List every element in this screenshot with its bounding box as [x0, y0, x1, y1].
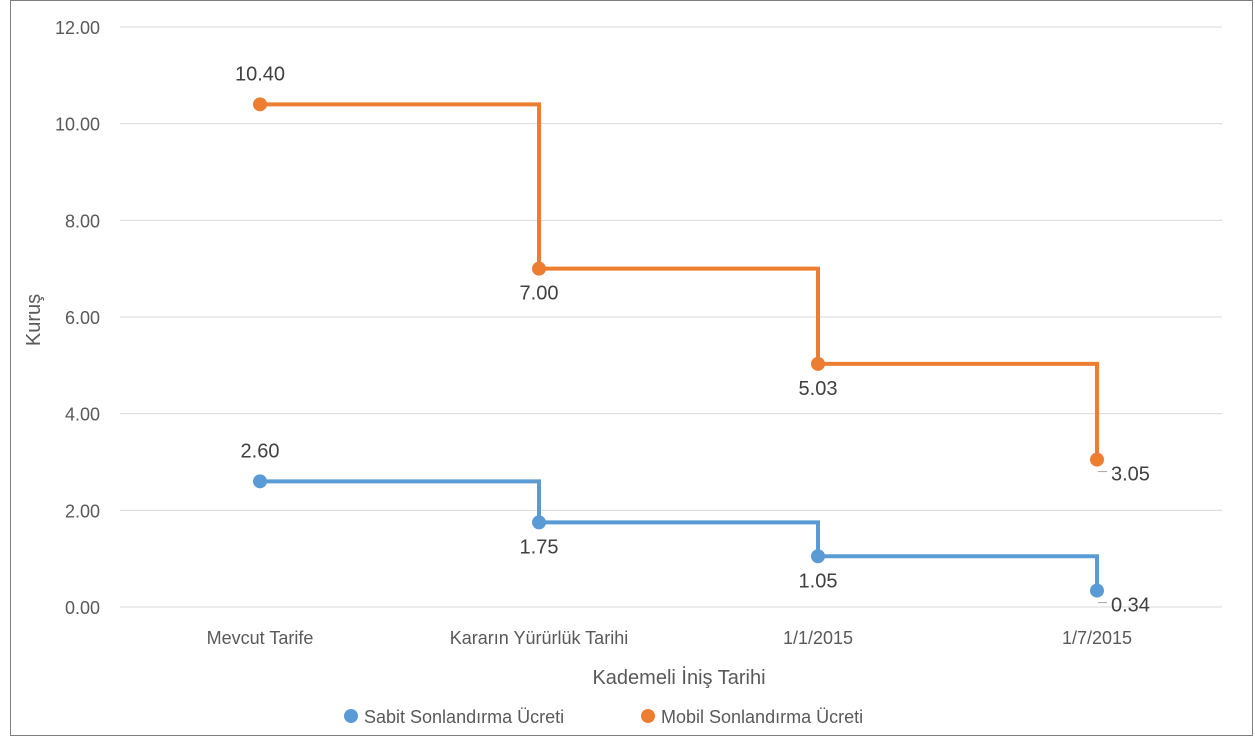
data-label: 10.40: [235, 63, 285, 85]
data-label: 1.75: [520, 536, 559, 558]
series-lines: [253, 97, 1104, 598]
gridlines: [120, 26, 1222, 608]
y-tick-label: 8.00: [65, 211, 100, 231]
data-label: 5.03: [799, 378, 838, 400]
y-axis-title: Kuruş: [23, 294, 45, 346]
data-label: 0.34: [1111, 595, 1150, 617]
x-tick-label: Mevcut Tarife: [207, 628, 314, 648]
data-labels: 2.60 1.75 1.05 0.34 10.40 7.00 5.03 3.05: [235, 63, 1150, 616]
data-label: 3.05: [1111, 464, 1150, 486]
legend-marker: [344, 709, 358, 723]
chart-frame: [10, 0, 1253, 736]
data-label: 1.05: [799, 570, 838, 592]
data-point: [532, 261, 546, 276]
y-tick-label: 10.00: [55, 115, 100, 135]
data-point: [1090, 583, 1104, 598]
y-tick-label: 0.00: [65, 598, 100, 618]
data-label: 2.60: [241, 440, 280, 462]
data-point: [532, 515, 546, 530]
x-tick-label: Kararın Yürürlük Tarihi: [450, 628, 628, 648]
legend-label: Mobil Sonlandırma Ücreti: [661, 707, 863, 727]
series-line-mobil: [260, 102, 1099, 460]
series-line-sabit: [260, 479, 1099, 591]
x-axis-title: Kademeli İniş Tarihi: [592, 666, 765, 689]
y-tick-label: 4.00: [65, 405, 100, 425]
y-tick-label: 12.00: [55, 18, 100, 38]
y-tick-label: 2.00: [65, 501, 100, 521]
legend-marker: [641, 709, 655, 723]
data-point: [811, 356, 825, 371]
data-point: [253, 474, 267, 489]
legend-label: Sabit Sonlandırma Ücreti: [364, 707, 564, 727]
data-point: [811, 549, 825, 564]
data-point: [253, 97, 267, 112]
y-tick-label: 6.00: [65, 308, 100, 328]
x-tick-labels: Mevcut Tarife Kararın Yürürlük Tarihi 1/1/…: [207, 628, 1132, 648]
legend: Sabit Sonlandırma Ücreti Mobil Sonlandırm…: [344, 707, 863, 727]
data-point: [1090, 452, 1104, 467]
data-label: 7.00: [520, 283, 559, 305]
x-tick-label: 1/1/2015: [783, 628, 853, 648]
x-tick-label: 1/7/2015: [1062, 628, 1132, 648]
y-tick-labels: 0.00 2.00 4.00 6.00 8.00 10.00 12.00: [55, 18, 100, 618]
